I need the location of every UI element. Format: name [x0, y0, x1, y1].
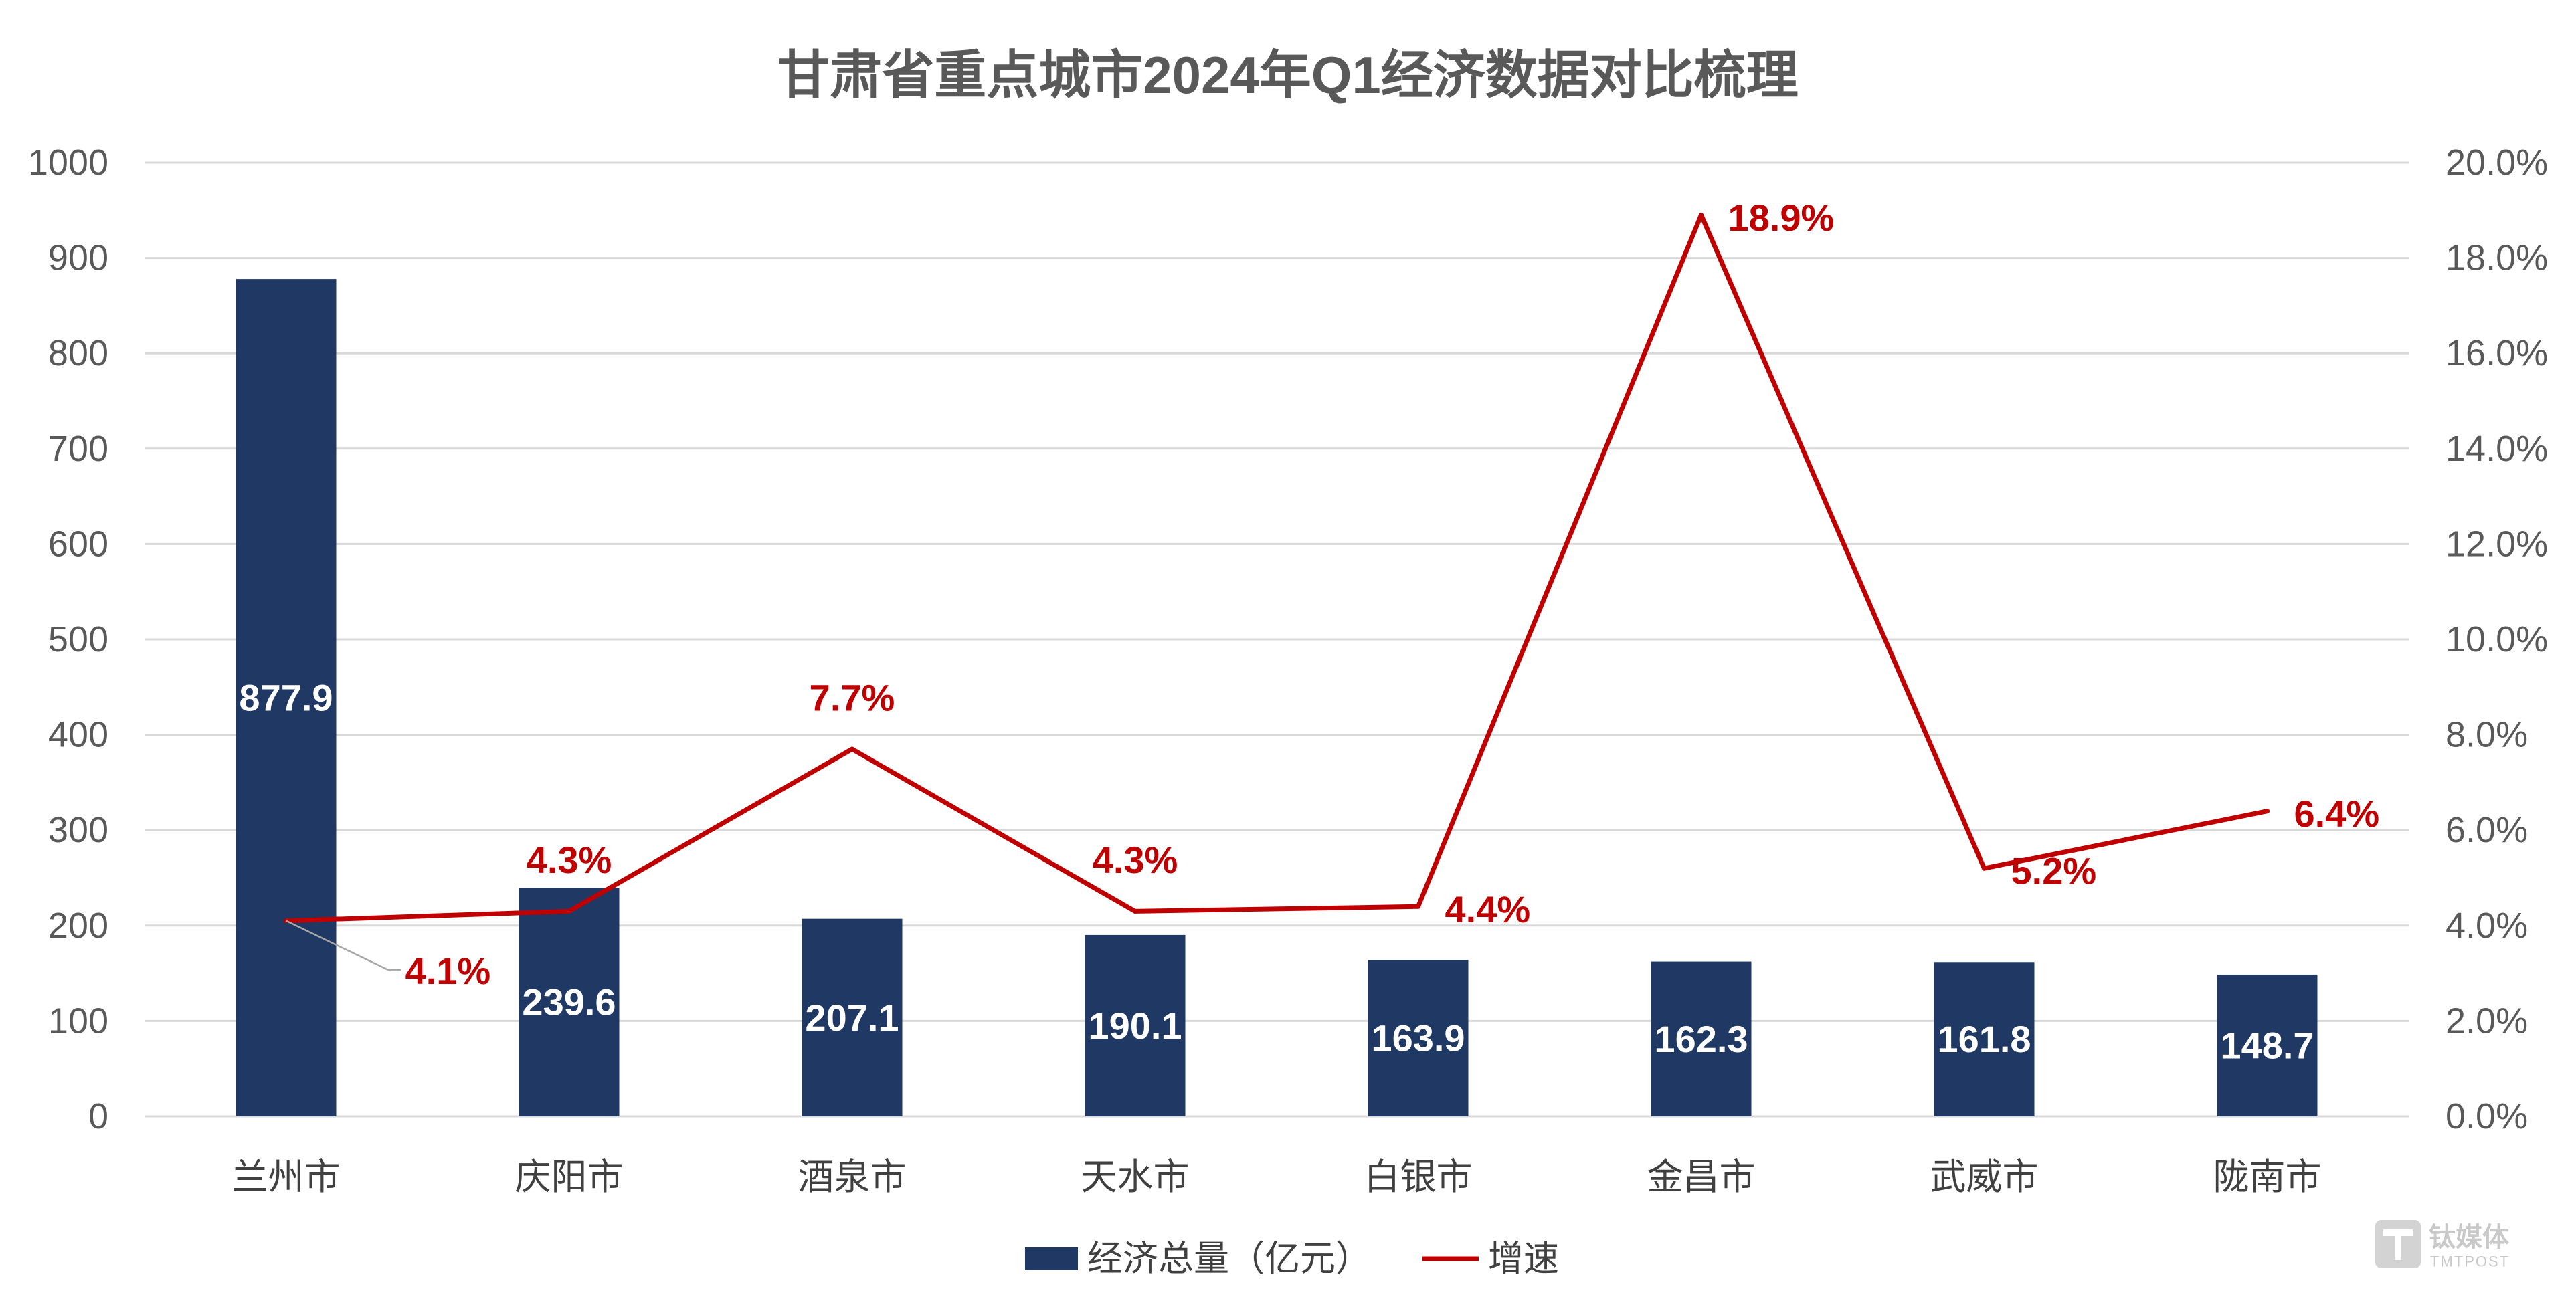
- legend-swatch-bar: [1025, 1247, 1078, 1270]
- bar-5: [1368, 960, 1469, 1116]
- bar-data-labels: 877.9 239.6 207.1 190.1 163.9 162.3 161.8 148.7: [239, 677, 2314, 1067]
- right-axis-tick-label: 16.0%: [2446, 333, 2548, 373]
- watermark-logo-t-stem: [2395, 1229, 2401, 1260]
- bar-value-label-4: 190.1: [1088, 1005, 1182, 1047]
- growth-label-leader-line: [285, 920, 401, 971]
- bar-value-label-8: 148.7: [2220, 1024, 2314, 1066]
- growth-value-label-4: 4.3%: [1093, 839, 1178, 881]
- legend-item-total: 经济总量（亿元）: [1025, 1239, 1371, 1279]
- bar-value-label-5: 163.9: [1371, 1017, 1465, 1059]
- bar-value-label-2: 239.6: [522, 981, 616, 1023]
- right-axis-tick-label: 6.0%: [2446, 810, 2528, 850]
- bar-4: [1085, 934, 1186, 1116]
- right-axis-tick-label: 12.0%: [2446, 524, 2548, 564]
- bar-1: [236, 279, 337, 1116]
- category-label-6: 金昌市: [1647, 1157, 1756, 1197]
- watermark-brand-en: TMTPOST: [2430, 1253, 2510, 1270]
- left-axis-tick-label: 600: [48, 524, 108, 564]
- legend-item-growth: 增速: [1422, 1239, 1559, 1279]
- right-axis-tick-label: 10.0%: [2446, 619, 2548, 660]
- right-axis-tick-label: 2.0%: [2446, 1001, 2528, 1041]
- category-label-1: 兰州市: [232, 1157, 341, 1197]
- bar-value-label-1: 877.9: [239, 677, 333, 719]
- watermark: 钛媒体 TMTPOST: [2375, 1220, 2510, 1270]
- category-label-4: 天水市: [1081, 1157, 1190, 1197]
- left-axis-tick-label: 1000: [28, 142, 108, 183]
- right-axis-tick-label: 14.0%: [2446, 429, 2548, 469]
- growth-line: [284, 212, 2270, 924]
- left-axis-tick-label: 200: [48, 906, 108, 946]
- bar-value-label-6: 162.3: [1654, 1018, 1748, 1060]
- watermark-brand: 钛媒体: [2429, 1223, 2509, 1252]
- growth-point-2: [567, 908, 571, 914]
- growth-point-7: [1982, 866, 1987, 871]
- growth-value-label-5: 4.4%: [1445, 888, 1531, 930]
- legend-label-growth: 增速: [1488, 1239, 1559, 1279]
- bars: [236, 279, 2318, 1116]
- watermark-logo-icon: [2375, 1220, 2421, 1268]
- bar-6: [1651, 961, 1752, 1116]
- right-axis-tick-label: 0.0%: [2446, 1096, 2528, 1136]
- left-axis-tick-label: 300: [48, 810, 108, 850]
- bar-value-label-3: 207.1: [805, 997, 899, 1039]
- growth-data-labels: 4.1% 4.3% 7.7% 4.3% 4.4% 18.9% 5.2% 6.4%: [285, 197, 2380, 992]
- category-axis-labels: 兰州市 庆阳市 酒泉市 天水市 白银市 金昌市 武威市 陇南市: [232, 1157, 2322, 1197]
- left-axis-tick-label: 100: [48, 1001, 108, 1041]
- right-axis-tick-label: 8.0%: [2446, 715, 2528, 755]
- category-label-7: 武威市: [1930, 1157, 2039, 1197]
- right-axis-tick-label: 20.0%: [2446, 142, 2548, 183]
- legend-label-total: 经济总量（亿元）: [1087, 1239, 1371, 1279]
- category-label-3: 酒泉市: [798, 1157, 907, 1197]
- right-axis-tick-label: 18.0%: [2446, 238, 2548, 278]
- growth-point-6: [1699, 212, 1704, 217]
- left-axis-tick-label: 0: [88, 1096, 108, 1136]
- left-axis-tick-label: 900: [48, 238, 108, 278]
- growth-value-label-8: 6.4%: [2294, 793, 2380, 835]
- growth-value-label-6: 18.9%: [1728, 197, 1835, 239]
- growth-point-8: [2265, 809, 2270, 814]
- legend: 经济总量（亿元） 增速: [1025, 1239, 1559, 1279]
- right-axis-ticks: 0.0% 2.0% 4.0% 6.0% 8.0% 10.0% 12.0% 14.0% 16.0%…: [2446, 142, 2548, 1136]
- bar-2: [519, 888, 620, 1116]
- left-axis-ticks: 0 100 200 300 400 500 600 700 800 900 1000: [28, 142, 108, 1136]
- bar-3: [802, 918, 903, 1116]
- category-label-8: 陇南市: [2213, 1157, 2322, 1197]
- right-axis-tick-label: 4.0%: [2446, 906, 2528, 946]
- bar-value-label-7: 161.8: [1937, 1018, 2031, 1060]
- left-axis-tick-label: 700: [48, 429, 108, 469]
- chart-title: 甘肃省重点城市2024年Q1经济数据对比梳理: [777, 45, 1799, 104]
- category-label-5: 白银市: [1364, 1157, 1473, 1197]
- growth-point-4: [1133, 908, 1137, 914]
- growth-series: [284, 212, 2270, 924]
- growth-value-label-1: 4.1%: [405, 950, 491, 992]
- bar-8: [2217, 974, 2318, 1116]
- bar-7: [1934, 962, 2035, 1116]
- left-axis-tick-label: 500: [48, 619, 108, 660]
- growth-value-label-3: 7.7%: [810, 676, 895, 718]
- growth-point-5: [1416, 904, 1420, 909]
- left-axis-tick-label: 400: [48, 715, 108, 755]
- growth-point-3: [850, 746, 854, 752]
- growth-value-label-7: 5.2%: [2011, 850, 2097, 892]
- growth-value-label-2: 4.3%: [527, 839, 612, 881]
- left-axis-tick-label: 800: [48, 333, 108, 373]
- category-label-2: 庆阳市: [515, 1157, 624, 1197]
